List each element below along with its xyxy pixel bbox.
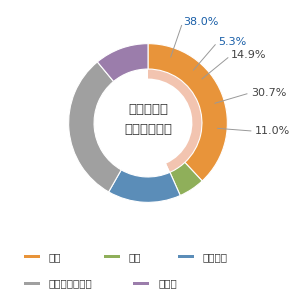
Text: 30.7%: 30.7% xyxy=(251,88,286,98)
Text: 5.3%: 5.3% xyxy=(218,37,246,47)
Wedge shape xyxy=(148,44,227,181)
FancyBboxPatch shape xyxy=(24,281,40,285)
Wedge shape xyxy=(69,44,181,202)
Text: 有価証券: 有価証券 xyxy=(203,252,228,262)
FancyBboxPatch shape xyxy=(178,255,194,258)
Text: その他: その他 xyxy=(158,278,177,288)
FancyBboxPatch shape xyxy=(133,281,149,285)
Text: 土地: 土地 xyxy=(49,252,61,262)
Wedge shape xyxy=(148,44,227,195)
Wedge shape xyxy=(97,44,148,81)
Text: 14.9%: 14.9% xyxy=(231,50,266,60)
Text: 現金・預貯金等: 現金・預貯金等 xyxy=(49,278,93,288)
Text: 相続財産の
金額の構成比: 相続財産の 金額の構成比 xyxy=(124,103,172,136)
FancyBboxPatch shape xyxy=(104,255,120,258)
Wedge shape xyxy=(69,62,121,192)
Wedge shape xyxy=(109,170,180,202)
FancyBboxPatch shape xyxy=(24,255,40,258)
Text: 38.0%: 38.0% xyxy=(183,17,218,27)
Text: 建物: 建物 xyxy=(129,252,141,262)
Wedge shape xyxy=(170,162,202,196)
Text: 11.0%: 11.0% xyxy=(255,126,290,136)
